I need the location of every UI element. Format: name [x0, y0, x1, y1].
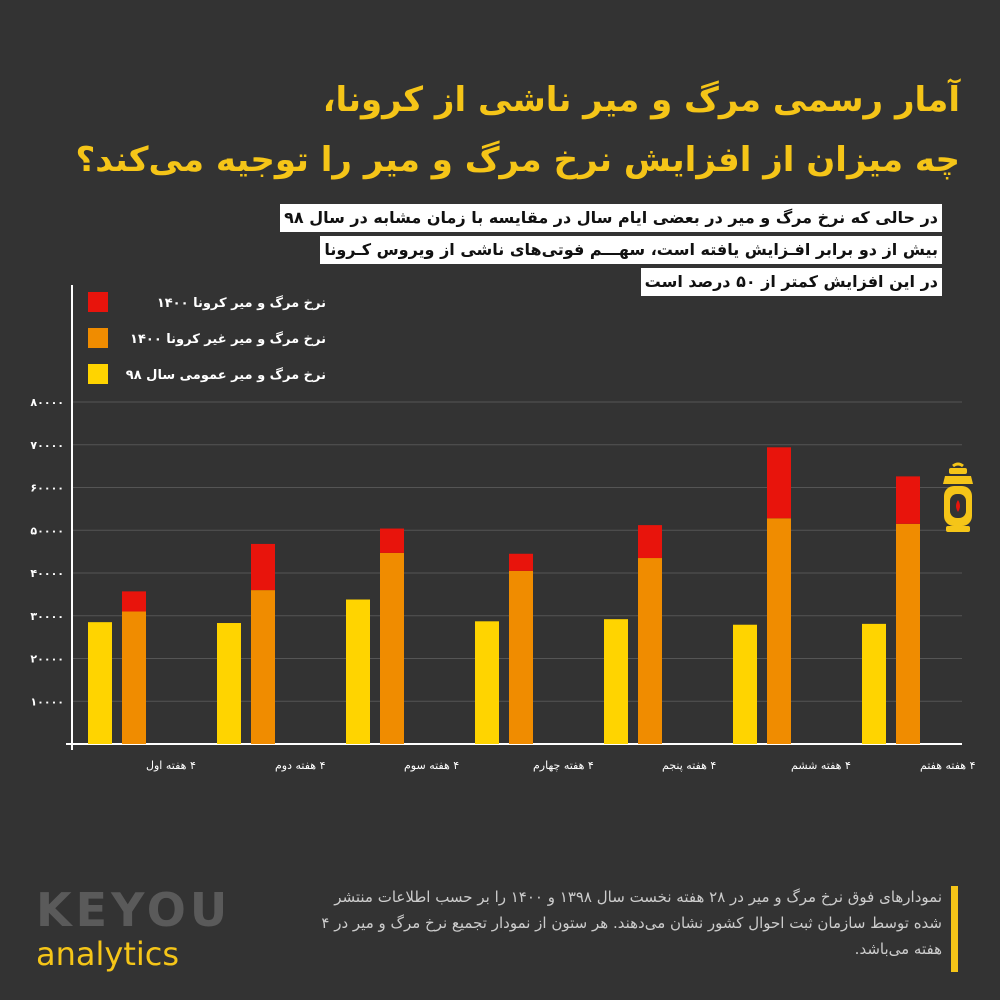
bar-corona-1400 — [638, 525, 662, 559]
keyou-logo: KEYOU analytics — [36, 886, 231, 972]
logo-sub: analytics — [36, 935, 180, 973]
legend-corona-1400-swatch — [88, 292, 108, 312]
bar-non-corona-1400 — [638, 558, 662, 744]
logo-brand: KEYOU — [36, 883, 232, 937]
x-tick-label: ۴ هفته پنجم — [662, 759, 716, 772]
y-tick-label: ۷۰۰۰۰ — [30, 439, 64, 452]
y-tick-label: ۳۰۰۰۰ — [30, 610, 64, 623]
bar-corona-1400 — [509, 553, 533, 571]
y-tick-label: ۲۰۰۰۰ — [30, 653, 64, 666]
x-tick-label: ۴ هفته چهارم — [533, 759, 594, 772]
y-tick-label: ۴۰۰۰۰ — [30, 567, 64, 580]
x-tick-label: ۴ هفته ششم — [791, 759, 851, 772]
bar-corona-1400 — [380, 528, 404, 553]
bar-non-corona-1400 — [122, 611, 146, 744]
bar-non-corona-1400 — [767, 518, 791, 744]
subtitle: در حالی که نرخ مرگ و میر در بعضی ایام سا… — [280, 204, 942, 300]
y-tick-label: ۱۰۰۰۰ — [30, 695, 64, 708]
footer-accent-bar — [951, 886, 958, 972]
bar-general-98 — [604, 619, 628, 744]
x-tick-label: ۴ هفته اول — [146, 759, 196, 772]
subtitle-line-2: بیش از دو برابر افـزایش یافته است، سهـــ… — [320, 236, 942, 264]
bar-corona-1400 — [896, 476, 920, 524]
title-line-1: آمار رسمی مرگ و میر ناشی از کرونا، — [322, 80, 960, 120]
x-tick-label: ۴ هفته هفتم — [920, 759, 976, 772]
bar-corona-1400 — [767, 447, 791, 519]
x-tick-label: ۴ هفته دوم — [275, 759, 326, 772]
bar-non-corona-1400 — [509, 570, 533, 744]
y-tick-label: ۶۰۰۰۰ — [30, 482, 64, 495]
bar-general-98 — [346, 599, 370, 744]
x-tick-label: ۴ هفته سوم — [404, 759, 459, 772]
bar-corona-1400 — [122, 591, 146, 612]
bar-general-98 — [733, 624, 757, 744]
bar-non-corona-1400 — [251, 590, 275, 744]
legend-non-corona-1400-swatch — [88, 328, 108, 348]
legend-corona-1400-label: نرخ مرگ و میر کرونا ۱۴۰۰ — [157, 294, 326, 311]
legend-non-corona-1400-label: نرخ مرگ و میر غیر کرونا ۱۴۰۰ — [130, 330, 326, 347]
y-tick-label: ۵۰۰۰۰ — [30, 524, 64, 537]
subtitle-line-3: در این افزایش کمتر از ۵۰ درصد است — [640, 268, 942, 296]
footer-note: نمودارهای فوق نرخ مرگ و میر در ۲۸ هفته ن… — [321, 888, 942, 958]
bar-non-corona-1400 — [896, 523, 920, 744]
bar-general-98 — [217, 623, 241, 744]
subtitle-line-1: در حالی که نرخ مرگ و میر در بعضی ایام سا… — [280, 204, 942, 232]
title-line-2: چه میزان از افزایش نرخ مرگ و میر را توجی… — [75, 140, 960, 180]
page-title: آمار رسمی مرگ و میر ناشی از کرونا، چه می… — [60, 70, 960, 190]
bar-general-98 — [88, 622, 112, 744]
legend-general-98-swatch — [88, 364, 108, 384]
bar-non-corona-1400 — [380, 552, 404, 744]
bar-corona-1400 — [251, 543, 275, 591]
legend-general-98-label: نرخ مرگ و میر عمومی سال ۹۸ — [126, 366, 326, 383]
bar-general-98 — [475, 621, 499, 744]
lantern-icon — [940, 462, 976, 540]
y-tick-label: ۸۰۰۰۰ — [30, 396, 64, 409]
bar-general-98 — [862, 623, 886, 744]
